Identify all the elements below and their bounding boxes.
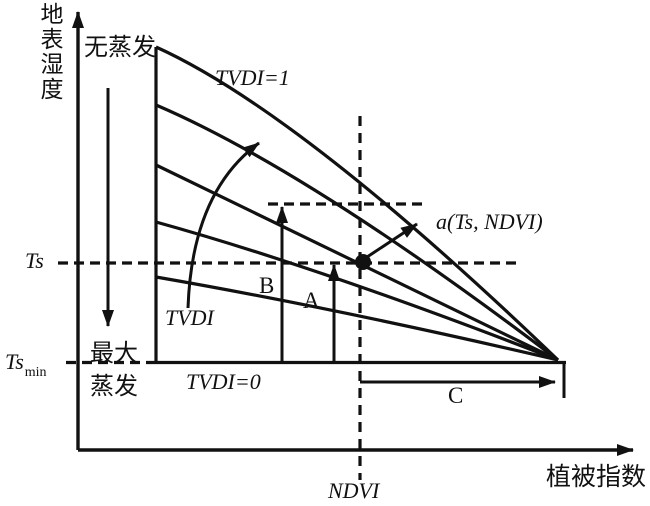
ts-min-label: Tsmin (5, 349, 47, 380)
wet-edge-label: TVDI=0 (186, 369, 261, 394)
tvdi-curve-arrow (186, 141, 260, 309)
arrow-c-label: C (448, 383, 464, 408)
point-function-label: a(Ts, NDVI) (436, 209, 543, 234)
tvdi-curve-label: TVDI (165, 305, 214, 330)
ts-label: Ts (25, 248, 44, 273)
max-evaporation-label-top: 最大 (90, 341, 138, 367)
ndvi-label: NDVI (328, 478, 380, 503)
iso-tvdi-line (155, 275, 559, 362)
arrow-b-label: B (259, 273, 275, 298)
max-evaporation-label-bottom: 蒸发 (90, 374, 138, 400)
pixel-point-dot (355, 254, 371, 270)
iso-tvdi-line (155, 103, 559, 362)
no-evaporation-label: 无蒸发 (84, 35, 156, 61)
x-axis-title: 植被指数 (546, 464, 647, 491)
arrow-a-label: A (303, 288, 320, 313)
iso-tvdi-line (155, 220, 559, 362)
slope-arrow (363, 222, 418, 261)
dry-edge-line (155, 45, 560, 362)
ts-min-subscript: min (24, 365, 47, 380)
ts-min-base: Ts (5, 349, 24, 374)
dry-edge-label: TVDI=1 (215, 65, 290, 90)
y-axis-title: 地表湿度 (40, 2, 64, 102)
